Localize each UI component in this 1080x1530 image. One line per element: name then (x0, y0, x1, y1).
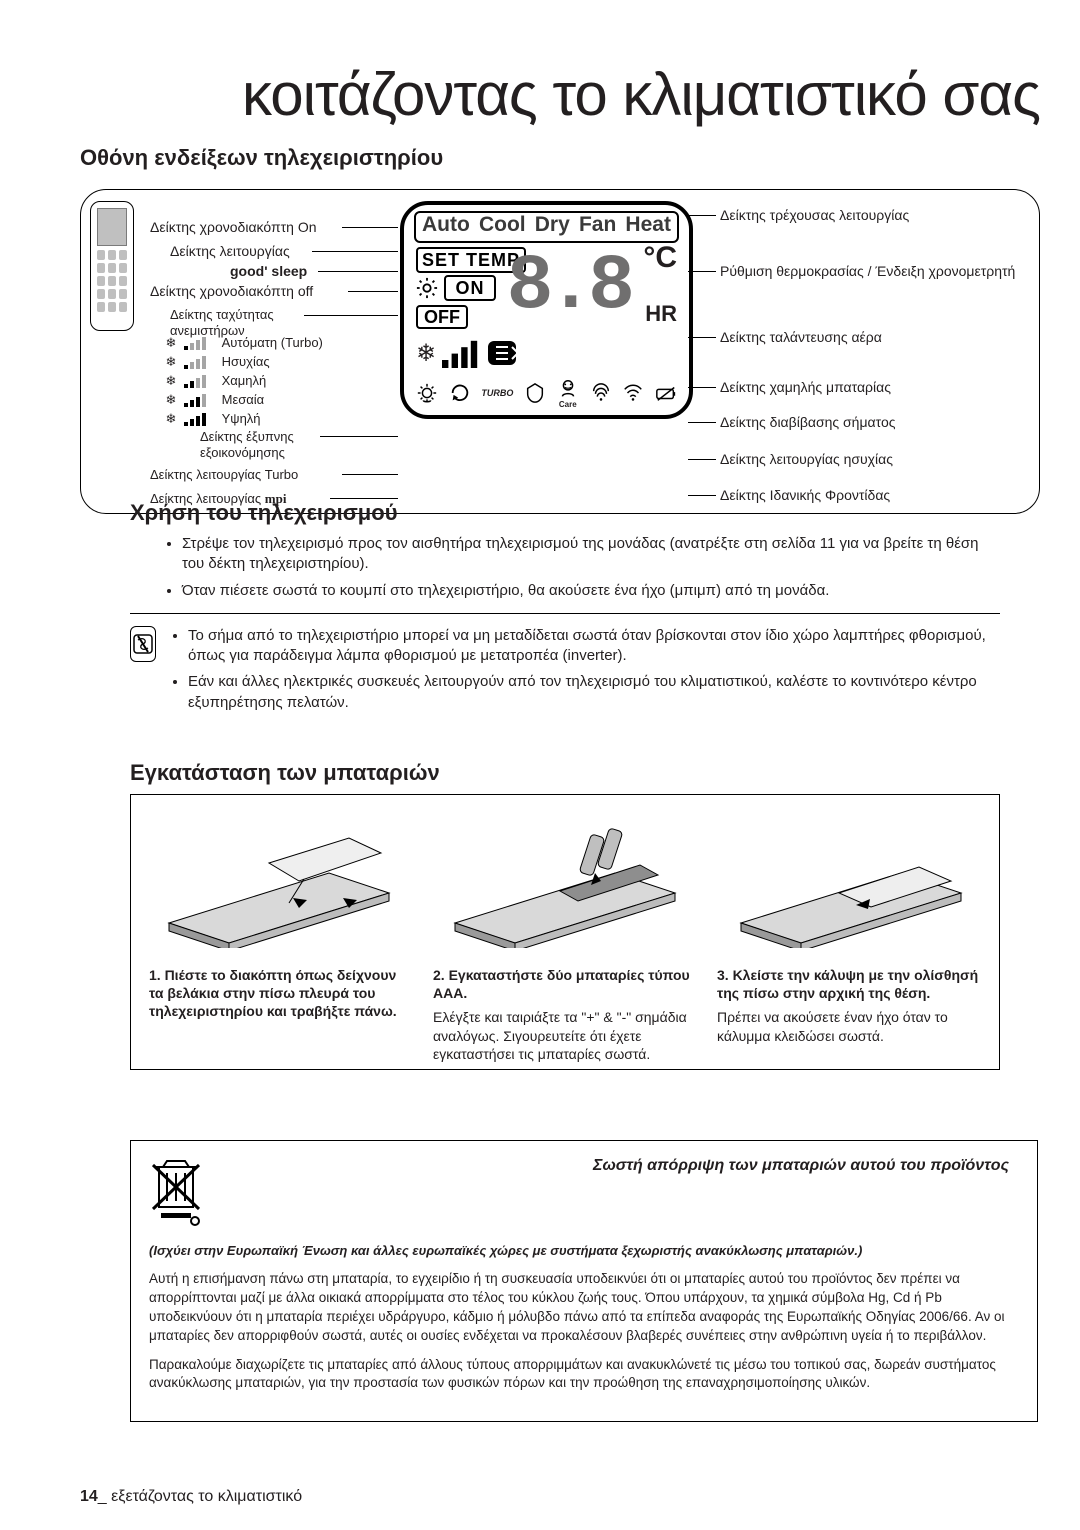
smart-saver-icon (416, 382, 438, 404)
battery-section: Εγκατάσταση των μπαταριών (130, 760, 1000, 1070)
usage-bullet-2: Όταν πιέσετε σωστά το κουμπί στο τηλεχει… (182, 581, 1000, 601)
battery-step-3-image (721, 813, 981, 948)
label-smart-saver: Δείκτης έξυπνης εξοικονόμησης (200, 429, 350, 460)
quiet-icon (590, 382, 612, 404)
page-title: κοιτάζοντας το κλιματιστικό σας (80, 60, 1040, 129)
disposal-p1: Αυτή η επισήμανση πάνω στη μπαταρία, το … (149, 1270, 1019, 1346)
lcd-turbo-text: TURBO (481, 388, 513, 398)
fan-speed-levels: ❄ Αυτόματη (Turbo) ❄ Ησυχίας ❄ Χαμηλή ❄ … (164, 334, 323, 429)
lcd-off-label: OFF (416, 305, 468, 329)
battery-step-2-text: 2. Εγκαταστήστε δύο μπαταρίες τύπου AAA.… (433, 966, 697, 1063)
lcd-icon-row: TURBO Care (416, 379, 677, 407)
disposal-title: Σωστή απόρριψη των μπαταριών αυτού του π… (233, 1157, 1019, 1175)
disposal-box: Σωστή απόρριψη των μπαταριών αυτού του π… (130, 1140, 1038, 1422)
recycle-bin-icon (149, 1157, 203, 1227)
mpi-icon (524, 382, 546, 404)
note-icon (130, 626, 156, 662)
note-bullet-1: Το σήμα από το τηλεχειριστήριο μπορεί να… (188, 626, 1000, 667)
remote-lcd-panel: Auto Cool Dry Fan Heat SET TEMP ON OFF 8… (400, 201, 693, 419)
signal-icon (622, 382, 644, 404)
remote-icon (90, 201, 132, 331)
care-icon (557, 378, 579, 400)
label-current-mode: Δείκτης τρέχουσας λειτουργίας (720, 207, 980, 224)
label-signal: Δείκτης διαβίβασης σήματος (720, 414, 1020, 431)
usage-section: Χρήση του τηλεχειρισμού Στρέψε τον τηλεχ… (130, 500, 1000, 719)
battery-step-1-image (149, 813, 409, 948)
label-quiet-mode: Δείκτης λειτουργίας ησυχίας (720, 451, 1020, 468)
label-timer-on: Δείκτης χρονοδιακόπτη On (150, 219, 317, 236)
label-timer-off: Δείκτης χρονοδιακόπτη off (150, 283, 313, 300)
battery-step-3-text: 3. Κλείστε την κάλυψη με την ολίσθησή τη… (717, 966, 981, 1063)
section-usage-heading: Χρήση του τηλεχειρισμού (130, 500, 1000, 526)
label-swing: Δείκτης ταλάντευσης αέρα (720, 329, 1020, 346)
disposal-p2: Παρακαλούμε διαχωρίζετε τις μπαταρίες απ… (149, 1356, 1019, 1394)
label-mode: Δείκτης λειτουργίας (170, 243, 290, 260)
label-temp-time: Ρύθμιση θερμοκρασίας / Ένδειξη χρονομετρ… (720, 263, 1020, 280)
page-footer: 14_ εξετάζοντας το κλιματιστικό (80, 1488, 302, 1506)
lcd-hr: HR (645, 301, 677, 327)
section-battery-heading: Εγκατάσταση των μπαταριών (130, 760, 1000, 786)
label-turbo-mode: Δείκτης λειτουργίας Turbo (150, 467, 298, 483)
lcd-fan-row: ❄ (416, 335, 677, 371)
display-diagram: Οθόνη ενδείξεων τηλεχειριστηρίου Δείκτης… (80, 145, 1040, 514)
label-low-batt: Δείκτης χαμηλής μπαταρίας (720, 379, 1020, 396)
disposal-sub: (Ισχύει στην Ευρωπαϊκή Ένωση και άλλες ε… (149, 1243, 1019, 1258)
lcd-mode-row: Auto Cool Dry Fan Heat (414, 211, 679, 243)
note-bullet-2: Εάν και άλλες ηλεκτρικές συσκευές λειτου… (188, 672, 1000, 713)
turbo-icon (449, 382, 471, 404)
battery-step-2-image (435, 813, 695, 948)
lcd-degc: °C (643, 241, 677, 275)
lcd-digits: 8.8 (507, 243, 629, 331)
usage-bullet-1: Στρέψε τον τηλεχειρισμό προς τον αισθητή… (182, 534, 1000, 575)
label-good-sleep: good' sleep (230, 263, 307, 280)
section-display-heading: Οθόνη ενδείξεων τηλεχειριστηρίου (80, 145, 1040, 171)
lcd-on-label: ON (444, 275, 496, 301)
swing-icon (482, 335, 522, 371)
battery-step-1-text: 1. Πιέστε το διακόπτη όπως δείχνουν τα β… (149, 966, 413, 1063)
battery-low-icon (655, 382, 677, 404)
